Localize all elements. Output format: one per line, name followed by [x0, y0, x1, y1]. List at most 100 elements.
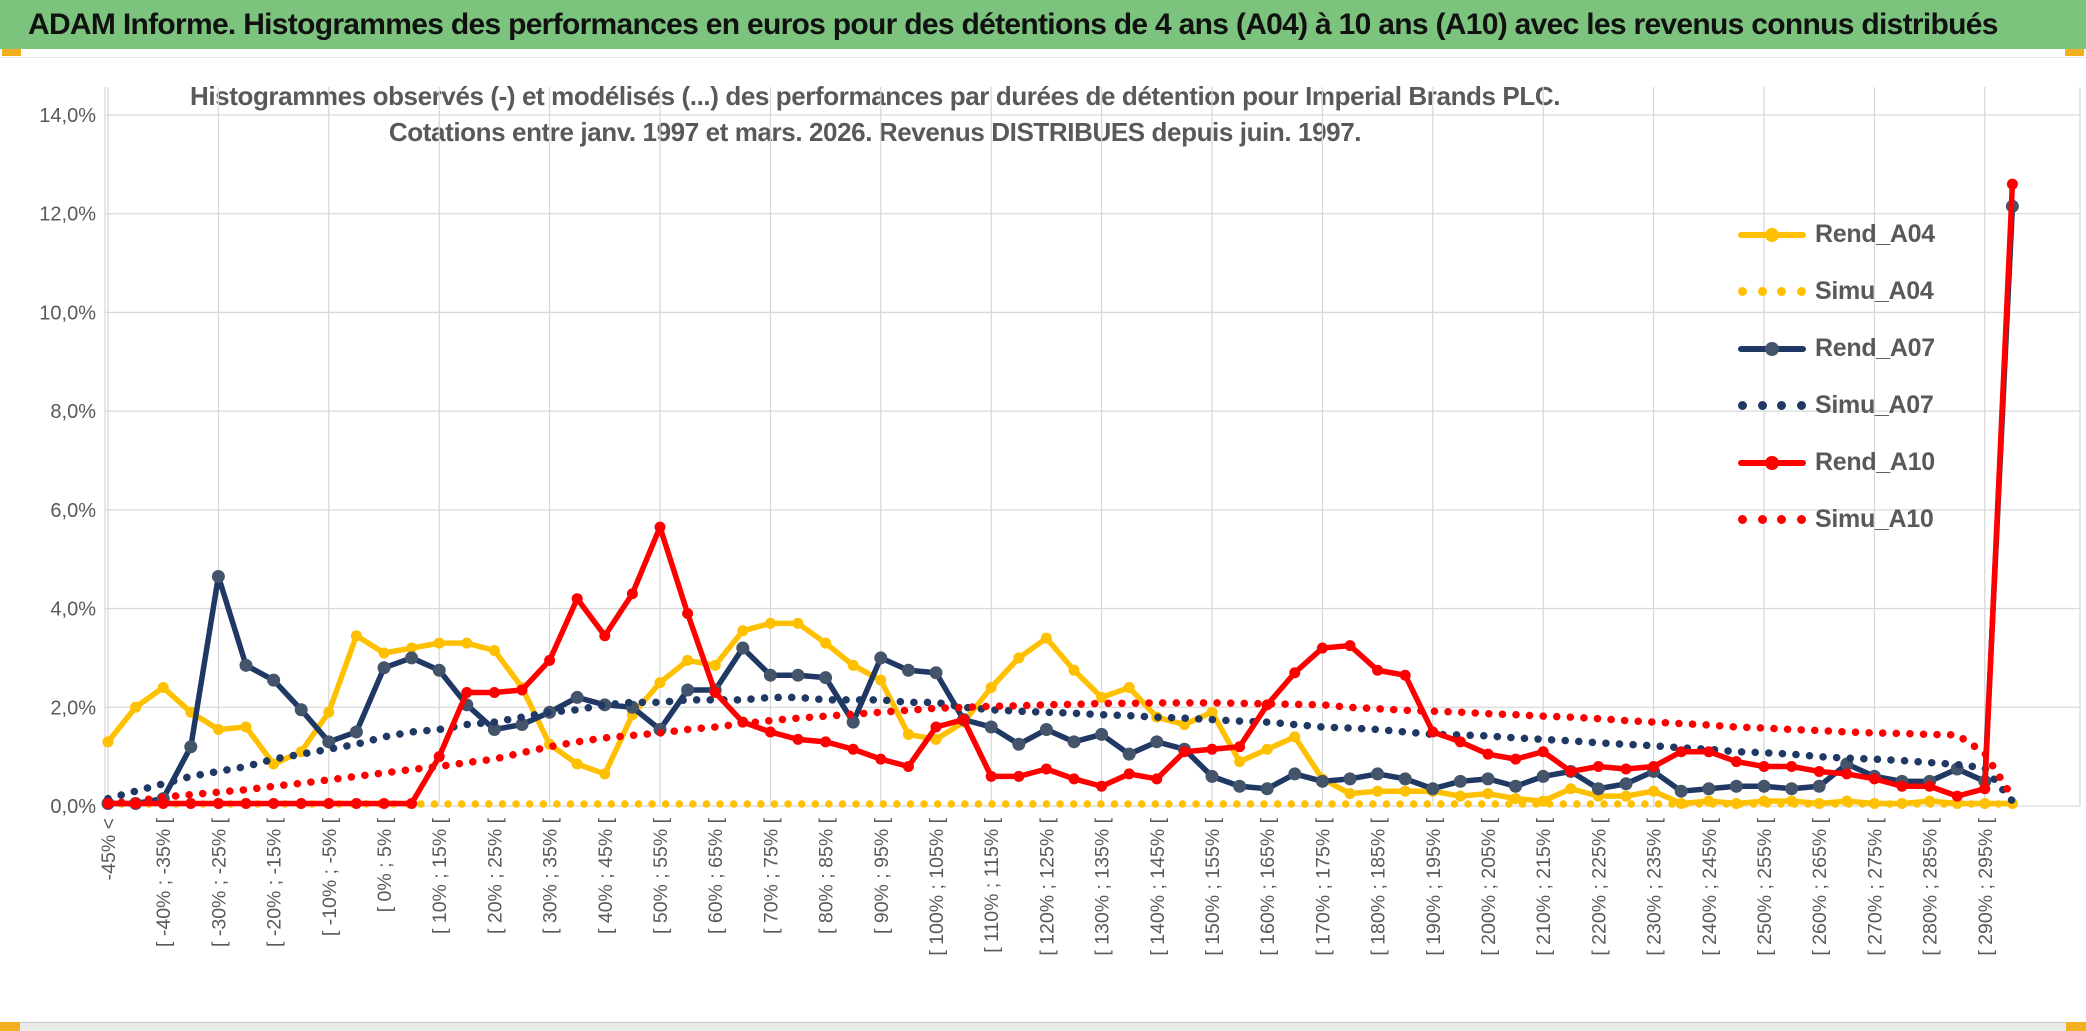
marker-Rend_A07 — [1453, 774, 1467, 788]
marker-Rend_A10 — [682, 608, 694, 620]
marker-Rend_A04 — [654, 677, 666, 689]
marker-Rend_A10 — [1234, 741, 1246, 753]
marker-Rend_A10 — [157, 798, 169, 810]
marker-Rend_A10 — [1096, 780, 1108, 792]
svg-text:[ 40% ; 45% [: [ 40% ; 45% [ — [595, 817, 617, 934]
marker-Rend_A07 — [874, 651, 888, 665]
svg-text:6,0%: 6,0% — [50, 500, 96, 522]
marker-Rend_A04 — [1068, 664, 1080, 676]
top-banner: ADAM Informe. Histogrammes des performan… — [0, 0, 2086, 49]
marker-Rend_A10 — [378, 798, 390, 810]
svg-text:[ 210% ; 215% [: [ 210% ; 215% [ — [1533, 817, 1555, 955]
marker-Rend_A07 — [1039, 722, 1053, 736]
marker-Rend_A04 — [1565, 783, 1577, 795]
legend-swatch-Rend_A07 — [1738, 341, 1806, 356]
legend-item-Rend_A04[interactable]: Rend_A04 — [1738, 206, 1935, 263]
legend-item-Simu_A07[interactable]: Simu_A07 — [1738, 377, 1935, 434]
marker-Rend_A04 — [1040, 632, 1052, 644]
svg-text:[ 240% ; 245% [: [ 240% ; 245% [ — [1699, 817, 1721, 955]
marker-Rend_A07 — [1729, 779, 1743, 793]
legend-item-Rend_A10[interactable]: Rend_A10 — [1738, 434, 1935, 491]
marker-Rend_A07 — [901, 663, 915, 677]
marker-Rend_A07 — [1619, 777, 1633, 791]
svg-text:[ -40% ; -35% [: [ -40% ; -35% [ — [153, 817, 175, 947]
svg-text:[ 30% ; 35% [: [ 30% ; 35% [ — [540, 817, 562, 934]
marker-Rend_A07 — [211, 569, 225, 583]
legend-swatch-Simu_A10 — [1738, 515, 1806, 524]
legend-swatch-Rend_A10 — [1738, 455, 1806, 470]
marker-Rend_A07 — [1095, 727, 1109, 741]
marker-Rend_A10 — [626, 588, 638, 600]
series-Rend_A07 — [101, 199, 2019, 811]
marker-Rend_A10 — [1924, 780, 1936, 792]
svg-text:[ 70% ; 75% [: [ 70% ; 75% [ — [760, 817, 782, 934]
accent-corner-top-left — [2, 49, 21, 56]
svg-text:[ -10% ; -5% [: [ -10% ; -5% [ — [319, 817, 341, 936]
svg-text:[ 180% ; 185% [: [ 180% ; 185% [ — [1368, 817, 1390, 955]
marker-Rend_A10 — [240, 798, 252, 810]
marker-Rend_A04 — [764, 617, 776, 629]
marker-Rend_A07 — [819, 671, 833, 685]
marker-Rend_A07 — [377, 661, 391, 675]
marker-Rend_A10 — [488, 686, 500, 698]
marker-Rend_A07 — [1150, 735, 1164, 749]
svg-text:[ 80% ; 85% [: [ 80% ; 85% [ — [816, 817, 838, 934]
svg-text:4,0%: 4,0% — [50, 599, 96, 621]
marker-Rend_A04 — [875, 674, 887, 686]
svg-text:12,0%: 12,0% — [39, 204, 96, 226]
marker-Rend_A04 — [599, 768, 611, 780]
series-Simu_A07 — [104, 693, 2017, 805]
marker-Rend_A07 — [1426, 782, 1440, 796]
marker-Rend_A07 — [1785, 782, 1799, 796]
chart-title-line2: Cotations entre janv. 1997 et mars. 2026… — [388, 117, 1362, 147]
marker-Rend_A10 — [185, 798, 197, 810]
marker-Rend_A04 — [1178, 719, 1190, 731]
marker-Rend_A10 — [1951, 790, 1963, 802]
marker-Rend_A04 — [433, 637, 445, 649]
legend-item-Simu_A10[interactable]: Simu_A10 — [1738, 491, 1935, 548]
marker-Rend_A07 — [570, 690, 584, 704]
marker-Rend_A10 — [1979, 783, 1991, 795]
legend-swatch-Simu_A04 — [1738, 287, 1806, 296]
marker-Rend_A10 — [544, 654, 556, 666]
marker-Rend_A04 — [1289, 731, 1301, 743]
marker-Rend_A04 — [1234, 756, 1246, 768]
marker-Rend_A04 — [240, 721, 252, 733]
svg-text:-45% <: -45% < — [98, 818, 120, 880]
marker-Rend_A04 — [902, 728, 914, 740]
marker-Rend_A10 — [1344, 640, 1356, 652]
chart-title: Histogrammes observés (-) et modélisés (… — [180, 78, 1570, 150]
svg-text:[ 170% ; 175% [: [ 170% ; 175% [ — [1312, 817, 1334, 955]
marker-Rend_A07 — [432, 663, 446, 677]
svg-text:0,0%: 0,0% — [50, 796, 96, 818]
marker-Rend_A04 — [1344, 788, 1356, 800]
marker-Rend_A04 — [571, 758, 583, 770]
svg-text:[ 100% ; 105% [: [ 100% ; 105% [ — [926, 817, 948, 955]
svg-text:[ -20% ; -15% [: [ -20% ; -15% [ — [264, 817, 286, 947]
legend-item-Rend_A07[interactable]: Rend_A07 — [1738, 320, 1935, 377]
svg-text:[ 190% ; 195% [: [ 190% ; 195% [ — [1423, 817, 1445, 955]
marker-Rend_A10 — [1758, 761, 1770, 773]
svg-text:2,0%: 2,0% — [50, 697, 96, 719]
marker-Rend_A07 — [681, 683, 695, 697]
legend-item-Simu_A04[interactable]: Simu_A04 — [1738, 263, 1935, 320]
svg-text:[ 60% ; 65% [: [ 60% ; 65% [ — [705, 817, 727, 934]
svg-text:[ 260% ; 265% [: [ 260% ; 265% [ — [1809, 817, 1831, 955]
marker-Rend_A04 — [406, 642, 418, 654]
marker-Rend_A10 — [268, 798, 280, 810]
marker-Rend_A07 — [267, 673, 281, 687]
marker-Rend_A10 — [1868, 773, 1880, 785]
x-axis-labels: -45% < [ -40% ; -35% [[ -30% ; -25% [[ -2… — [98, 817, 1997, 955]
marker-Rend_A10 — [1565, 765, 1577, 777]
marker-Rend_A07 — [791, 668, 805, 682]
svg-text:[ 200% ; 205% [: [ 200% ; 205% [ — [1478, 817, 1500, 955]
marker-Rend_A07 — [736, 641, 750, 655]
marker-Rend_A04 — [157, 682, 169, 694]
marker-Rend_A07 — [239, 658, 253, 672]
legend-label: Rend_A07 — [1815, 334, 1935, 362]
svg-text:[ 90% ; 95% [: [ 90% ; 95% [ — [871, 817, 893, 934]
svg-text:14,0%: 14,0% — [39, 105, 96, 127]
legend-swatch-Rend_A04 — [1738, 227, 1806, 242]
marker-Rend_A07 — [487, 722, 501, 736]
